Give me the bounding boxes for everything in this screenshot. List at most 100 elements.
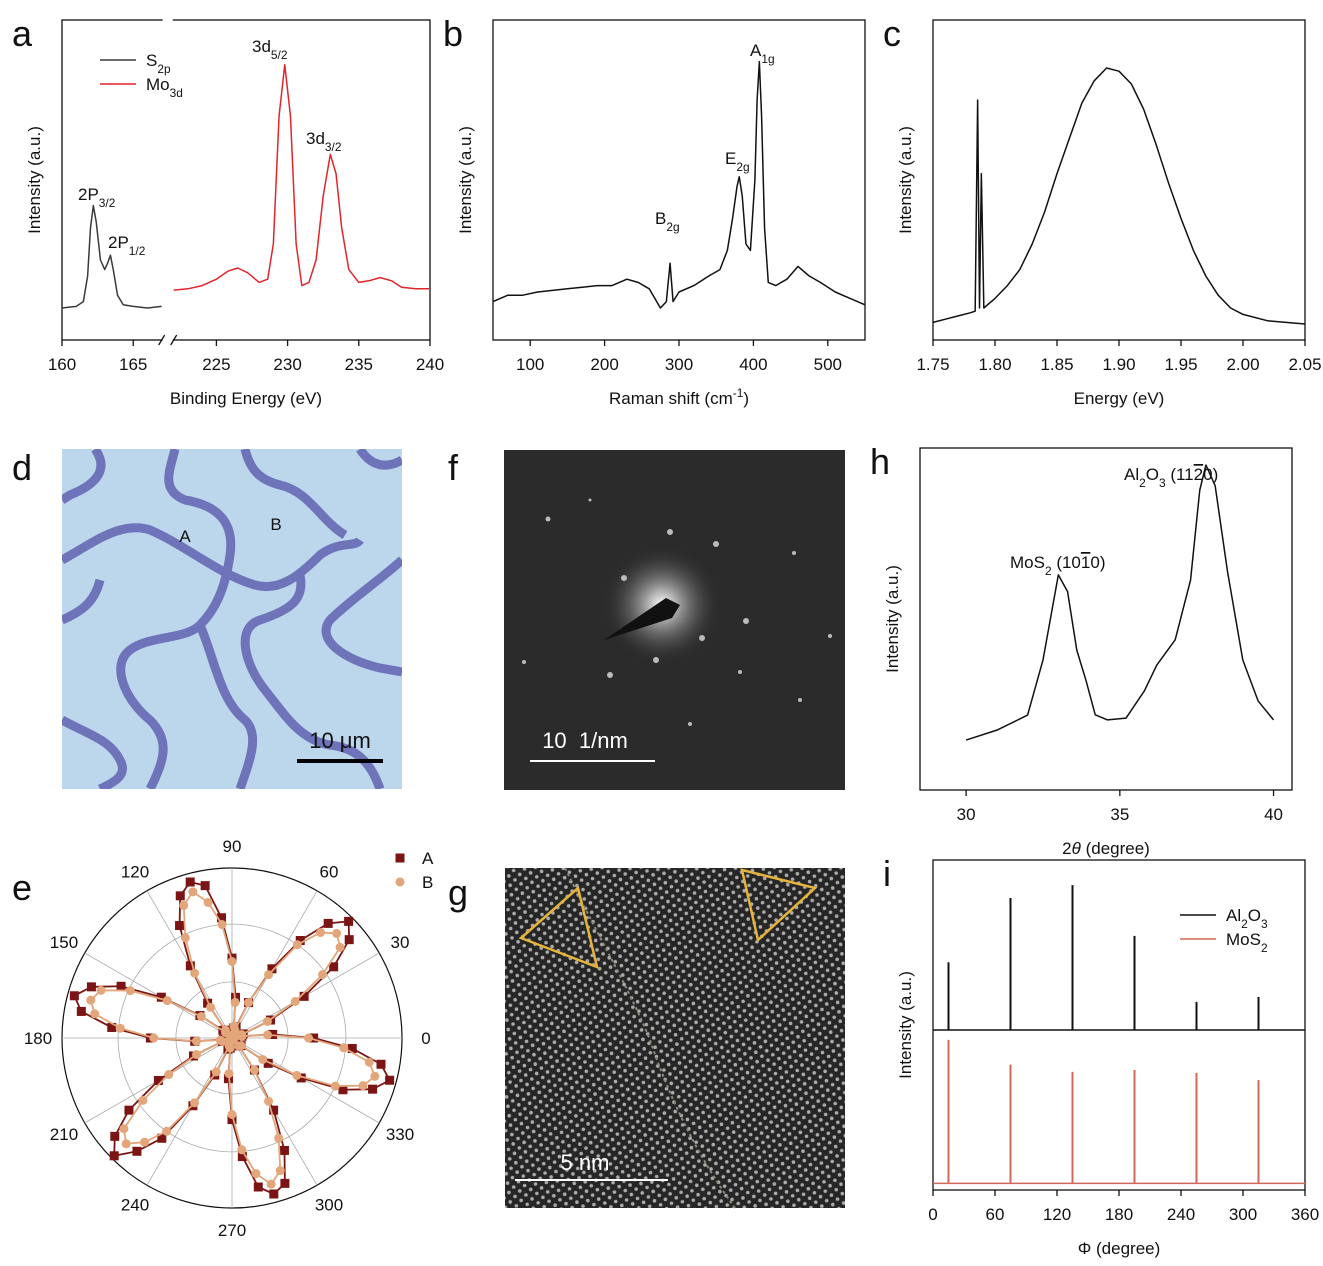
angle-label: 270 — [218, 1221, 246, 1240]
data-point — [299, 991, 309, 1001]
data-point — [344, 916, 354, 926]
peak-label: 3d5/2 — [252, 37, 288, 62]
panel-letter: g — [448, 872, 468, 913]
data-point — [296, 1073, 306, 1083]
angular-grid — [146, 1037, 233, 1186]
data-point — [192, 1050, 202, 1060]
text-sub: 2 — [1241, 917, 1248, 931]
text-over: 2 — [1194, 465, 1203, 484]
text-part: Raman shift (cm — [609, 389, 733, 408]
x-tick-label: 40 — [1264, 805, 1283, 824]
peak-label: B2g — [655, 209, 680, 234]
data-point — [203, 897, 213, 907]
diffraction-image: 10 1/nm f — [448, 447, 845, 790]
data-point — [264, 970, 274, 980]
data-point — [318, 970, 328, 980]
angle-label: 300 — [315, 1195, 343, 1214]
data-point — [385, 1075, 395, 1085]
data-point — [200, 881, 210, 891]
angle-label: 30 — [391, 933, 410, 952]
angle-label: 0 — [421, 1029, 430, 1048]
x-tick-label: 165 — [119, 355, 147, 374]
x-tick-label: 300 — [1229, 1205, 1257, 1224]
text-part: Mo — [146, 75, 170, 94]
text-sub: 2 — [1261, 941, 1268, 955]
x-tick-label: 120 — [1043, 1205, 1071, 1224]
panel-letter: i — [883, 853, 891, 894]
data-point — [217, 920, 227, 930]
angle-label: 180 — [24, 1029, 52, 1048]
data-point — [269, 1105, 279, 1115]
text-sub: 3d — [170, 86, 183, 100]
text-sub: 3 — [1159, 476, 1166, 490]
legend-swatch — [395, 853, 405, 863]
data-point — [229, 1021, 239, 1031]
data-point — [275, 1166, 285, 1176]
x-tick-label: 160 — [48, 355, 76, 374]
angle-label: 330 — [386, 1125, 414, 1144]
data-point — [149, 1033, 159, 1043]
data-point — [96, 985, 106, 995]
data-point — [227, 1115, 237, 1125]
x-tick-label: 500 — [814, 355, 842, 374]
data-point — [69, 991, 79, 1001]
data-point — [132, 1146, 142, 1156]
peak-label: A1g — [750, 41, 775, 66]
data-point — [115, 1023, 125, 1033]
panel-letter: b — [443, 13, 463, 54]
axis-break-gap — [162, 18, 173, 22]
optical-image: A B 10 μm d — [12, 447, 402, 789]
data-point — [179, 900, 189, 910]
plot-frame — [919, 447, 1293, 791]
data-point — [237, 1030, 247, 1040]
data-point — [196, 1012, 206, 1022]
scale-bar-label: 5 nm — [561, 1150, 610, 1175]
data-point — [253, 1182, 263, 1192]
data-line — [932, 67, 1306, 325]
data-point — [121, 1139, 131, 1149]
data-point — [156, 992, 166, 1002]
data-point — [107, 1022, 117, 1032]
text-part: (degree) — [1081, 839, 1150, 858]
text-part: Al — [1226, 906, 1241, 925]
legend-label: Al2O3 — [1226, 906, 1268, 931]
data-point — [279, 1145, 289, 1155]
panel-letter: d — [12, 447, 32, 488]
text-part: MoS — [1010, 553, 1045, 572]
text-sub: 3/2 — [99, 196, 116, 210]
data-point — [206, 1002, 216, 1012]
data-point — [190, 1098, 200, 1108]
data-line — [492, 60, 866, 309]
text-it: θ — [1072, 839, 1082, 858]
plot-frame — [61, 19, 431, 341]
data-point — [90, 1009, 100, 1019]
diffraction-spots — [522, 498, 832, 726]
data-point — [211, 1067, 221, 1077]
scale-bar-label: 10 1/nm — [542, 728, 628, 753]
grain-boundary — [564, 867, 736, 1209]
data-point — [269, 1189, 279, 1199]
data-line — [965, 464, 1275, 741]
data-point — [335, 942, 345, 952]
text-part: B — [655, 209, 666, 228]
data-point — [224, 1069, 234, 1079]
data-point — [227, 1110, 237, 1119]
x-tick-label: 240 — [1167, 1205, 1195, 1224]
x-tick-label: 360 — [1291, 1205, 1319, 1224]
y-axis-label: Intensity (a.u.) — [25, 126, 44, 234]
legend-label: MoS2 — [1226, 930, 1268, 955]
data-point — [262, 1016, 272, 1026]
angle-label: 60 — [320, 863, 339, 882]
angle-label: 120 — [121, 863, 149, 882]
x-tick-label: 1.80 — [978, 355, 1011, 374]
data-point — [323, 918, 333, 928]
x-tick-label: 0 — [928, 1205, 937, 1224]
data-point — [244, 998, 254, 1008]
data-line — [61, 204, 162, 309]
text-part: MoS — [1226, 930, 1261, 949]
data-point — [162, 996, 172, 1006]
data-point — [266, 1179, 276, 1189]
plot-frame — [932, 19, 1306, 341]
legend-label: Mo3d — [146, 75, 183, 100]
